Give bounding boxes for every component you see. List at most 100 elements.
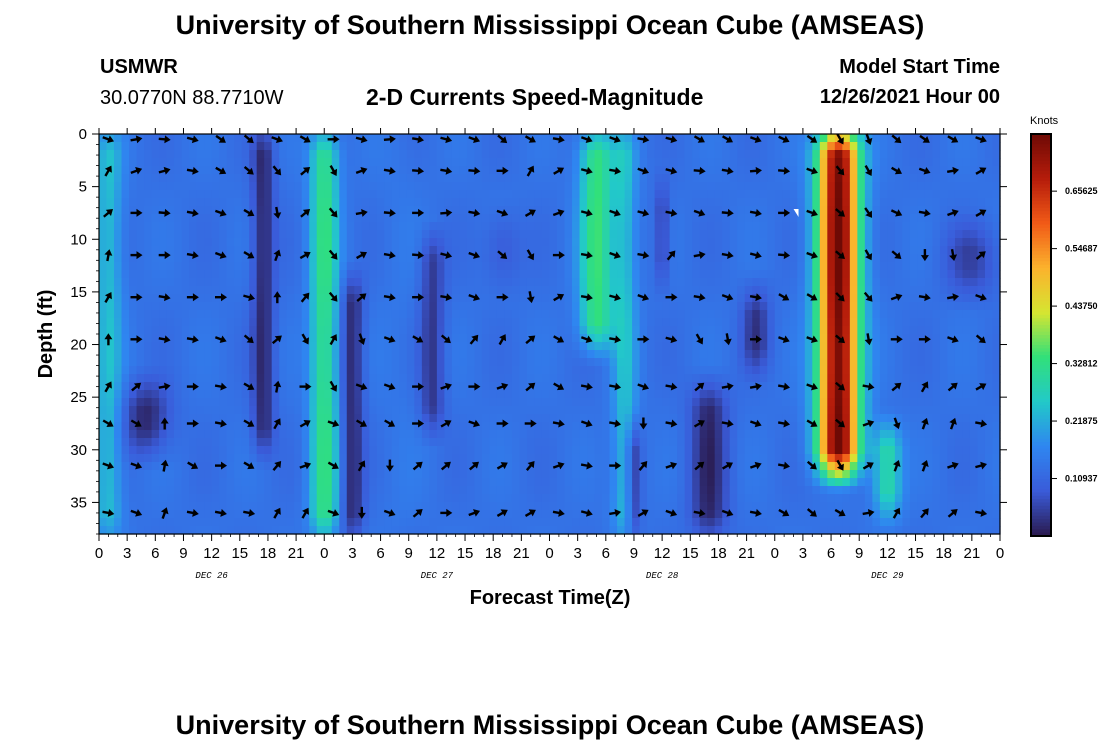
heatmap-cell [459, 158, 468, 167]
heatmap-cell [947, 302, 956, 311]
heatmap-cell [984, 334, 994, 343]
heatmap-cell [391, 334, 400, 343]
heatmap-cell [827, 158, 836, 167]
heatmap-cell [714, 214, 723, 223]
heatmap-cell [226, 302, 235, 311]
heatmap-cell [624, 406, 633, 415]
heatmap-cell [541, 318, 551, 327]
heatmap-cell [211, 422, 220, 431]
heatmap-cell [707, 390, 716, 399]
heatmap-cell [782, 230, 791, 239]
heatmap-cell [977, 270, 986, 279]
heatmap-cell [376, 254, 385, 263]
heatmap-cell [804, 374, 813, 383]
heatmap-cell [481, 214, 491, 223]
heatmap-cell [271, 286, 280, 295]
heatmap-cell [324, 190, 333, 199]
heatmap-cell [939, 166, 949, 175]
heatmap-cell [391, 238, 400, 247]
heatmap-cell [722, 318, 731, 327]
heatmap-cell [962, 358, 971, 367]
heatmap-cell [572, 302, 581, 311]
heatmap-cell [864, 310, 873, 319]
heatmap-cell [557, 254, 566, 263]
heatmap-cell [977, 430, 986, 439]
heatmap-cell [947, 262, 956, 271]
heatmap-cell [391, 174, 400, 183]
heatmap-cell [887, 174, 896, 183]
heatmap-cell [286, 422, 295, 431]
heatmap-cell [699, 142, 708, 151]
heatmap-cell [864, 430, 873, 439]
heatmap-cell [654, 310, 663, 319]
heatmap-cell [827, 214, 836, 223]
heatmap-cell [759, 206, 768, 215]
heatmap-cell [339, 286, 348, 295]
heatmap-cell [714, 438, 723, 447]
heatmap-cell [354, 414, 363, 423]
heatmap-cell [234, 406, 243, 415]
heatmap-cell [481, 246, 491, 255]
heatmap-cell [339, 214, 348, 223]
heatmap-cell [136, 398, 145, 407]
heatmap-cell [369, 150, 378, 159]
heatmap-cell [519, 422, 528, 431]
heatmap-cell [759, 382, 768, 391]
heatmap-cell [849, 398, 858, 407]
heatmap-cell [384, 150, 393, 159]
heatmap-cell [189, 414, 198, 423]
heatmap-cell [256, 342, 265, 351]
heatmap-cell [932, 246, 941, 255]
heatmap-cell [481, 398, 491, 407]
heatmap-cell [564, 246, 573, 255]
heatmap-cell [339, 294, 348, 303]
heatmap-cell [812, 222, 821, 231]
heatmap-cell [842, 334, 851, 343]
heatmap-cell [279, 222, 288, 231]
heatmap-cell [759, 366, 768, 375]
heatmap-cell [481, 430, 491, 439]
heatmap-cell [99, 366, 108, 375]
heatmap-cell [106, 430, 115, 439]
heatmap-cell [354, 430, 363, 439]
heatmap-cell [271, 230, 280, 239]
heatmap-cell [789, 438, 798, 447]
heatmap-cell [549, 174, 558, 183]
heatmap-cell [219, 158, 228, 167]
heatmap-cell [969, 430, 979, 439]
heatmap-cell [557, 286, 566, 295]
heatmap-cell [391, 366, 400, 375]
heatmap-cell [617, 286, 626, 295]
heatmap-cell [189, 374, 198, 383]
heatmap-cell [474, 238, 483, 247]
heatmap-cell [782, 190, 791, 199]
heatmap-cell [587, 262, 596, 271]
heatmap-cell [384, 182, 393, 191]
heatmap-cell [872, 166, 881, 175]
heatmap-cell [211, 230, 220, 239]
heatmap-cell [602, 286, 611, 295]
heatmap-cell [226, 134, 235, 143]
heatmap-cell [316, 150, 325, 159]
heatmap-cell [369, 246, 378, 255]
heatmap-cell [196, 198, 205, 207]
heatmap-cell [887, 238, 896, 247]
heatmap-cell [669, 286, 678, 295]
heatmap-cell [842, 366, 851, 375]
heatmap-cell [669, 326, 678, 335]
heatmap-cell [849, 406, 858, 415]
heatmap-cell [361, 318, 370, 327]
heatmap-cell [481, 294, 491, 303]
heatmap-cell [166, 206, 175, 215]
heatmap-cell [572, 438, 581, 447]
heatmap-cell [872, 230, 881, 239]
heatmap-cell [436, 326, 445, 335]
heatmap-cell [399, 206, 408, 215]
heatmap-cell [511, 302, 521, 311]
heatmap-cell [144, 430, 153, 439]
heatmap-cell [376, 190, 385, 199]
heatmap-cell [692, 382, 701, 391]
heatmap-cell [286, 150, 295, 159]
heatmap-cell [549, 390, 558, 399]
heatmap-cell [932, 182, 941, 191]
